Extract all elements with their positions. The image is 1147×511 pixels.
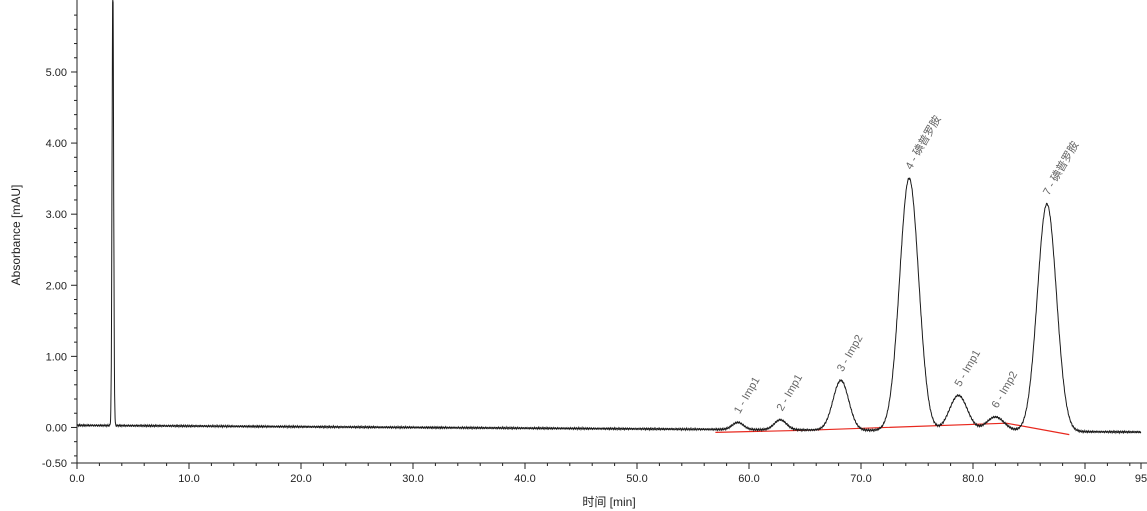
x-tick-label: 10.0	[178, 473, 199, 485]
x-tick-label: 90.0	[1074, 473, 1095, 485]
x-tick-label: 50.0	[626, 473, 647, 485]
y-tick-label: 3.00	[46, 209, 67, 221]
peak-label: 1 - Imp1	[732, 375, 763, 416]
x-tick-label: 70.0	[850, 473, 871, 485]
y-axis-title: Absorbance [mAU]	[9, 185, 23, 286]
trace-layer	[76, 0, 1142, 435]
absorbance-trace	[76, 0, 1142, 435]
y-tick-label: 0.00	[46, 422, 67, 434]
y-tick-label: 4.00	[46, 138, 67, 150]
peak-label-layer: 1 - Imp1 2 - Imp1 3 - Imp2 4 - 碘普罗胺 5 - Imp1…	[732, 113, 1081, 416]
y-tick-label: 5.00	[46, 67, 67, 79]
x-tick-label: 40.0	[514, 473, 535, 485]
baseline-layer	[715, 422, 1070, 436]
peak-label: 2 - Imp1	[775, 372, 806, 413]
x-tick-label: 60.0	[738, 473, 759, 485]
peak-label: 5 - Imp1	[953, 348, 984, 389]
x-tick-label: 80.0	[962, 473, 983, 485]
x-tick-label: 30.0	[402, 473, 423, 485]
peak-label: 6 - Imp2	[990, 369, 1021, 410]
y-tick-label: 1.00	[46, 351, 67, 363]
peak-label: 3 - Imp2	[835, 333, 866, 374]
y-tick-label: -0.50	[42, 458, 67, 470]
x-tick-label: 95	[1135, 473, 1147, 485]
peak-label: 4 - 碘普罗胺	[902, 113, 944, 172]
y-tick-label: 2.00	[46, 280, 67, 292]
peak-label: 7 - 碘普罗胺	[1039, 139, 1081, 198]
x-tick-label: 20.0	[290, 473, 311, 485]
axes: -0.50 0.00 1.00 2.00 3.00 4.00 5.00 0.0 10.0 20.0…	[42, 0, 1147, 485]
integration-baseline	[715, 422, 1070, 436]
x-axis-title: 时间 [min]	[582, 495, 635, 509]
x-tick-label: 0.0	[69, 473, 84, 485]
